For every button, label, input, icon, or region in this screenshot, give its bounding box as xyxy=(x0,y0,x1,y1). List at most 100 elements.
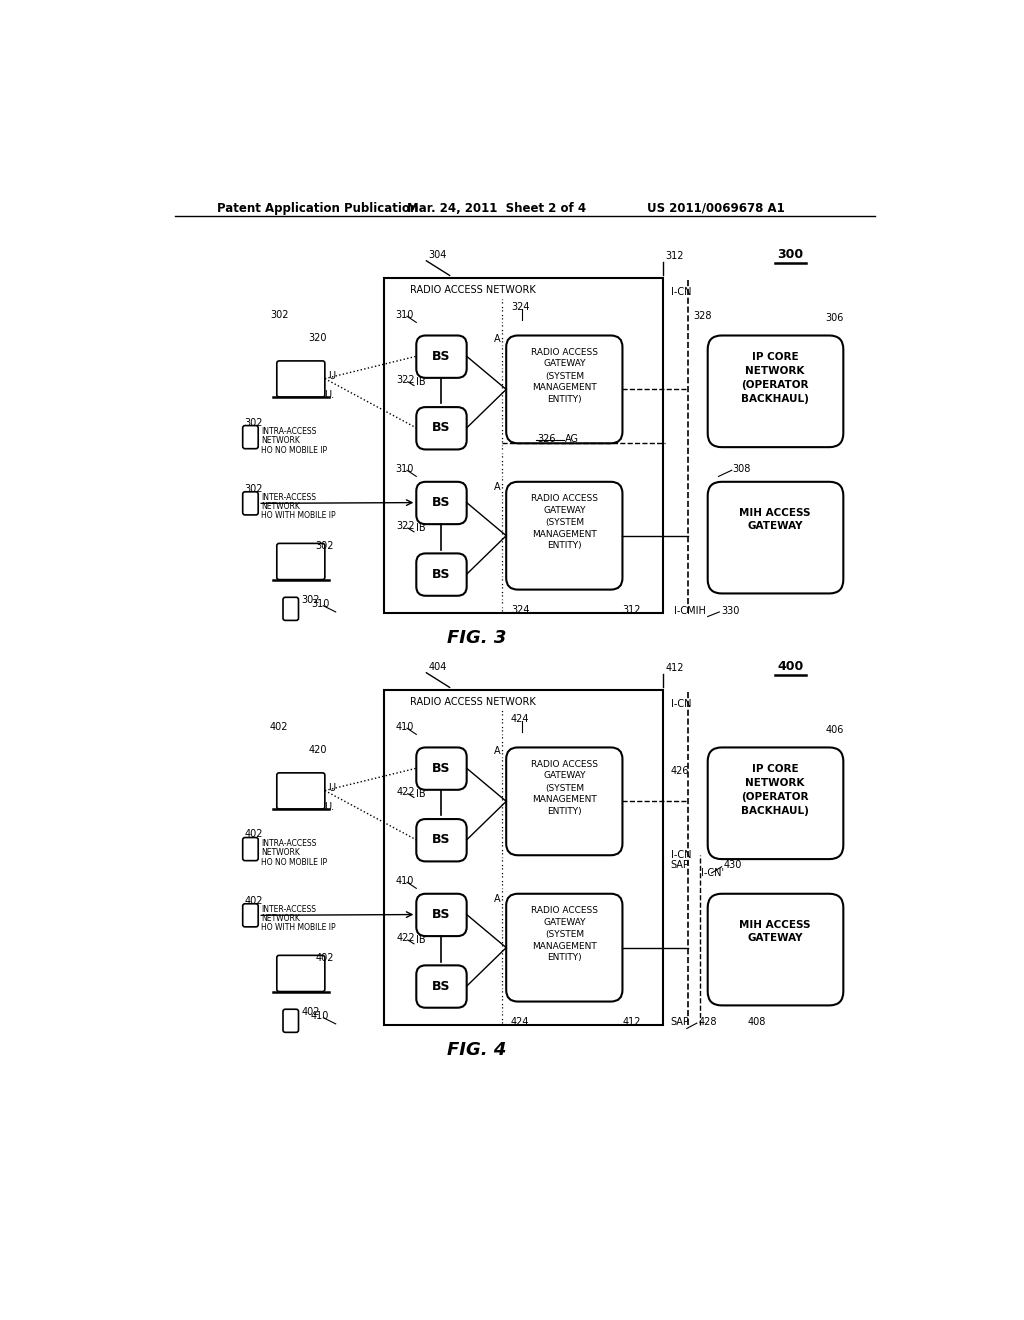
Text: 404: 404 xyxy=(429,661,447,672)
FancyBboxPatch shape xyxy=(708,335,844,447)
FancyBboxPatch shape xyxy=(708,894,844,1006)
Text: 302: 302 xyxy=(245,417,263,428)
Text: 302: 302 xyxy=(270,310,289,319)
Text: U.: U. xyxy=(324,801,334,812)
Text: U: U xyxy=(328,371,335,381)
Text: U: U xyxy=(328,783,335,793)
Text: IB: IB xyxy=(417,523,426,533)
Text: NETWORK: NETWORK xyxy=(261,913,300,923)
Text: 412: 412 xyxy=(623,1018,641,1027)
Text: BACKHAUL): BACKHAUL) xyxy=(741,805,809,816)
FancyBboxPatch shape xyxy=(243,425,258,449)
Text: GATEWAY: GATEWAY xyxy=(543,506,586,515)
Text: 322: 322 xyxy=(396,375,415,385)
Text: HO NO MOBILE IP: HO NO MOBILE IP xyxy=(261,446,328,454)
Text: 408: 408 xyxy=(748,1018,766,1027)
Text: BS: BS xyxy=(432,350,451,363)
Text: INTRA-ACCESS: INTRA-ACCESS xyxy=(261,840,316,849)
Text: RADIO ACCESS NETWORK: RADIO ACCESS NETWORK xyxy=(410,697,536,708)
Text: NETWORK: NETWORK xyxy=(745,777,805,788)
Text: NETWORK: NETWORK xyxy=(745,366,805,376)
Text: 322: 322 xyxy=(396,521,415,532)
FancyBboxPatch shape xyxy=(417,407,467,449)
Text: ENTITY): ENTITY) xyxy=(547,541,582,550)
FancyBboxPatch shape xyxy=(506,335,623,444)
Text: 306: 306 xyxy=(825,313,844,323)
Text: 430: 430 xyxy=(723,861,741,870)
Text: 428: 428 xyxy=(698,1018,717,1027)
Text: 312: 312 xyxy=(665,251,684,261)
Text: 310: 310 xyxy=(395,463,414,474)
Text: (SYSTEM: (SYSTEM xyxy=(545,519,584,527)
Text: MIH ACCESS: MIH ACCESS xyxy=(739,920,811,929)
Text: 406: 406 xyxy=(825,725,844,735)
FancyBboxPatch shape xyxy=(417,894,467,936)
Text: 420: 420 xyxy=(308,744,327,755)
FancyBboxPatch shape xyxy=(243,492,258,515)
Text: 302: 302 xyxy=(315,541,334,550)
Text: INTER-ACCESS: INTER-ACCESS xyxy=(261,492,316,502)
Text: 410: 410 xyxy=(311,1011,330,1022)
Text: BS: BS xyxy=(432,908,451,921)
Text: HO WITH MOBILE IP: HO WITH MOBILE IP xyxy=(261,923,336,932)
Text: ENTITY): ENTITY) xyxy=(547,807,582,816)
FancyBboxPatch shape xyxy=(283,1010,299,1032)
Text: I-CMIH: I-CMIH xyxy=(674,606,706,616)
Text: 422: 422 xyxy=(396,933,415,944)
Text: IB: IB xyxy=(417,788,426,799)
Text: MANAGEMENT: MANAGEMENT xyxy=(531,383,597,392)
Text: A: A xyxy=(494,482,501,492)
Text: SAP: SAP xyxy=(671,1018,689,1027)
Text: NETWORK: NETWORK xyxy=(261,502,300,511)
Text: GATEWAY: GATEWAY xyxy=(543,917,586,927)
FancyBboxPatch shape xyxy=(417,553,467,595)
Text: AG: AG xyxy=(565,434,580,444)
Text: 402: 402 xyxy=(302,1007,321,1016)
Text: 424: 424 xyxy=(511,1018,529,1027)
Text: FIG. 4: FIG. 4 xyxy=(447,1041,507,1059)
Text: 326: 326 xyxy=(538,434,556,444)
Text: A: A xyxy=(494,334,501,345)
Text: 328: 328 xyxy=(693,312,713,321)
Text: 402: 402 xyxy=(270,722,289,731)
Text: 324: 324 xyxy=(511,302,529,312)
Text: (OPERATOR: (OPERATOR xyxy=(741,792,809,801)
Text: BS: BS xyxy=(432,421,451,434)
Text: MANAGEMENT: MANAGEMENT xyxy=(531,941,597,950)
Text: INTER-ACCESS: INTER-ACCESS xyxy=(261,904,316,913)
Text: 410: 410 xyxy=(395,722,414,731)
Text: FIG. 3: FIG. 3 xyxy=(447,630,507,647)
Text: BS: BS xyxy=(432,762,451,775)
Text: BS: BS xyxy=(432,979,451,993)
Text: BS: BS xyxy=(432,496,451,510)
Text: IB: IB xyxy=(417,935,426,945)
Text: 310: 310 xyxy=(311,599,330,610)
Text: RADIO ACCESS: RADIO ACCESS xyxy=(530,907,598,915)
Text: I-CN: I-CN xyxy=(671,286,691,297)
Text: GATEWAY: GATEWAY xyxy=(748,521,803,532)
Text: IP CORE: IP CORE xyxy=(752,764,799,774)
Text: 412: 412 xyxy=(665,663,684,673)
Text: 310: 310 xyxy=(395,310,414,319)
Text: 302: 302 xyxy=(245,484,263,495)
Bar xyxy=(384,689,663,1024)
Text: 324: 324 xyxy=(511,606,529,615)
Text: 304: 304 xyxy=(429,249,447,260)
Bar xyxy=(384,277,663,612)
Text: ENTITY): ENTITY) xyxy=(547,395,582,404)
Text: (SYSTEM: (SYSTEM xyxy=(545,372,584,380)
Text: 320: 320 xyxy=(308,333,327,343)
Text: Patent Application Publication: Patent Application Publication xyxy=(217,202,419,215)
FancyBboxPatch shape xyxy=(417,747,467,789)
Text: IB: IB xyxy=(417,376,426,387)
Text: NETWORK: NETWORK xyxy=(261,849,300,858)
Text: SAP: SAP xyxy=(671,861,689,870)
Text: MIH ACCESS: MIH ACCESS xyxy=(739,508,811,517)
Text: BACKHAUL): BACKHAUL) xyxy=(741,393,809,404)
FancyBboxPatch shape xyxy=(283,598,299,620)
Text: IP CORE: IP CORE xyxy=(752,352,799,362)
Text: 422: 422 xyxy=(396,787,415,797)
Text: 308: 308 xyxy=(732,463,751,474)
Text: 300: 300 xyxy=(777,248,804,261)
Text: GATEWAY: GATEWAY xyxy=(543,771,586,780)
